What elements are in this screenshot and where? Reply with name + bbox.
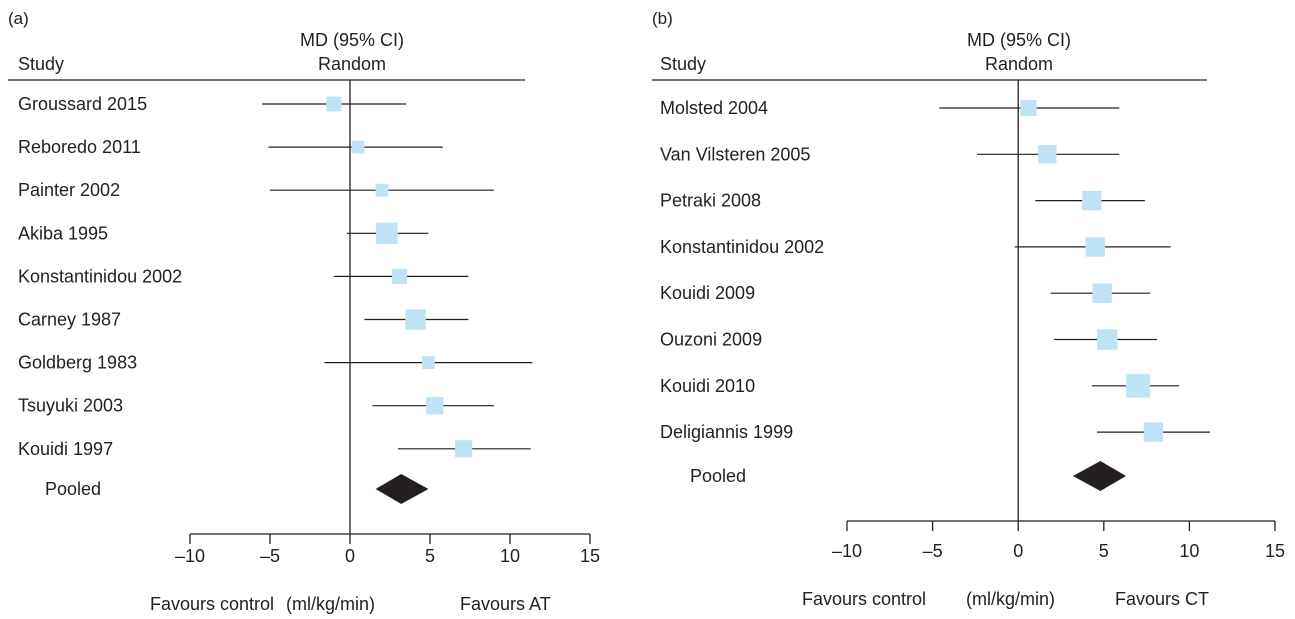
study-label: Goldberg 1983: [18, 353, 137, 373]
study-label: Akiba 1995: [18, 223, 108, 243]
favours-left-label: Favours control: [150, 594, 274, 614]
pooled-label: Pooled: [690, 466, 746, 486]
pooled-diamond: [1072, 461, 1127, 491]
x-tick-label: –5: [260, 546, 280, 566]
x-tick-label: 15: [1265, 541, 1285, 561]
effect-box: [392, 268, 408, 284]
effect-box: [326, 96, 342, 112]
study-label: Deligiannis 1999: [660, 422, 793, 442]
effect-box: [405, 309, 426, 330]
study-label: Konstantinidou 2002: [18, 266, 182, 286]
unit-label: (ml/kg/min): [286, 594, 375, 614]
effect-box: [351, 140, 365, 154]
effect-box: [1020, 99, 1037, 117]
header-effect-measure: MD (95% CI): [967, 30, 1071, 50]
x-tick-label: 0: [1013, 541, 1023, 561]
study-label: Groussard 2015: [18, 94, 147, 114]
favours-right-label: Favours CT: [1115, 589, 1209, 609]
effect-box: [1085, 237, 1105, 257]
effect-box: [422, 356, 435, 369]
pooled-label: Pooled: [45, 479, 101, 499]
study-label: Ouzoni 2009: [660, 330, 762, 350]
effect-box: [375, 183, 389, 197]
study-label: Konstantinidou 2002: [660, 237, 824, 257]
effect-box: [376, 222, 398, 245]
effect-box: [1092, 283, 1112, 303]
x-tick-label: 10: [500, 546, 520, 566]
favours-right-label: Favours AT: [460, 594, 551, 614]
x-tick-label: –5: [923, 541, 943, 561]
effect-box: [1143, 422, 1164, 442]
effect-box: [1126, 373, 1150, 398]
effect-box: [1096, 329, 1118, 350]
study-label: Molsted 2004: [660, 98, 768, 118]
study-label: Petraki 2008: [660, 191, 761, 211]
study-label: Kouidi 2009: [660, 283, 755, 303]
panel-label: (a): [8, 9, 29, 28]
panel-label: (b): [652, 9, 673, 28]
pooled-diamond: [375, 474, 429, 504]
effect-box: [1038, 145, 1057, 164]
study-label: Tsuyuki 2003: [18, 396, 123, 416]
header-study: Study: [660, 54, 706, 74]
study-label: Painter 2002: [18, 180, 120, 200]
study-label: Carney 1987: [18, 310, 121, 330]
header-study: Study: [18, 54, 64, 74]
study-label: Kouidi 1997: [18, 439, 113, 459]
effect-box: [1082, 190, 1102, 211]
study-label: Van Vilsteren 2005: [660, 144, 810, 164]
study-label: Kouidi 2010: [660, 376, 755, 396]
header-model: Random: [318, 54, 386, 74]
effect-box: [426, 397, 444, 415]
x-tick-label: 10: [1179, 541, 1199, 561]
header-model: Random: [985, 54, 1053, 74]
header-effect-measure: MD (95% CI): [300, 30, 404, 50]
x-tick-label: 5: [425, 546, 435, 566]
x-tick-label: 15: [580, 546, 600, 566]
unit-label: (ml/kg/min): [966, 589, 1055, 609]
effect-box: [455, 440, 473, 458]
study-label: Reboredo 2011: [18, 137, 141, 157]
x-tick-label: –10: [832, 541, 862, 561]
x-tick-label: 0: [345, 546, 355, 566]
x-tick-label: 5: [1099, 541, 1109, 561]
x-tick-label: –10: [175, 546, 205, 566]
favours-left-label: Favours control: [802, 589, 926, 609]
